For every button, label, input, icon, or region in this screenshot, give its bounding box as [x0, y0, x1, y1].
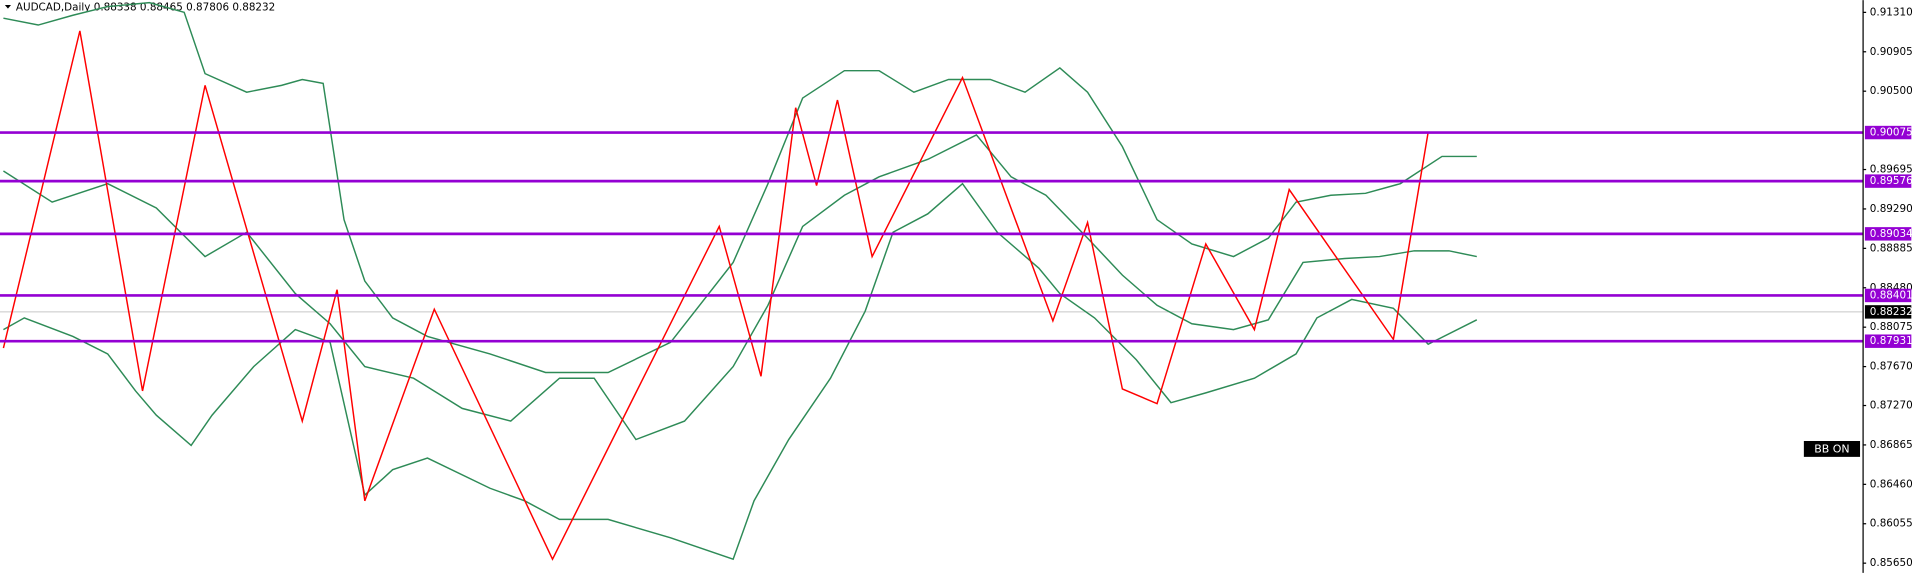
level-tag — [1864, 227, 1912, 241]
y-tick-label: 0.87270 — [1870, 400, 1913, 412]
y-tick-label: 0.90905 — [1870, 46, 1913, 58]
indicator-badge[interactable] — [1803, 440, 1861, 457]
level-tag — [1864, 125, 1912, 140]
y-tick-label: 0.85650 — [1870, 557, 1913, 569]
level-tag — [1864, 334, 1912, 348]
level-label: 0.90075 — [1870, 127, 1913, 139]
y-tick-label: 0.86460 — [1870, 478, 1913, 490]
menu-triangle[interactable] — [4, 4, 11, 9]
y-tick-label: 0.86865 — [1870, 439, 1913, 451]
bollinger-band — [3, 134, 1477, 441]
chart-title: AUDCAD,Daily 0.88338 0.88465 0.87806 0.8… — [16, 1, 275, 13]
bollinger-band — [3, 1, 1477, 374]
indicator-label: BB ON — [1814, 443, 1849, 456]
y-tick-label: 0.86055 — [1870, 518, 1913, 530]
y-tick-label: 0.89695 — [1870, 164, 1913, 176]
level-label: 0.89034 — [1870, 228, 1913, 240]
current-price-tag — [1864, 305, 1912, 319]
y-tick-label: 0.88885 — [1870, 242, 1913, 254]
y-tick-label: 0.90500 — [1870, 85, 1913, 97]
y-tick-label: 0.91310 — [1870, 6, 1913, 18]
series-layer — [0, 1, 1863, 561]
level-label: 0.89576 — [1870, 175, 1913, 187]
y-tick-label: 0.87670 — [1870, 361, 1913, 373]
current-price-label: 0.88232 — [1870, 306, 1913, 318]
level-tag — [1864, 288, 1912, 303]
bollinger-band — [3, 182, 1478, 561]
level-tag — [1864, 174, 1912, 188]
y-tick-label: 0.89290 — [1870, 203, 1913, 215]
zigzag-line — [2, 30, 1429, 561]
level-label: 0.88401 — [1870, 289, 1913, 301]
y-tick-label: 0.88075 — [1870, 321, 1913, 333]
level-label: 0.87931 — [1870, 335, 1913, 347]
